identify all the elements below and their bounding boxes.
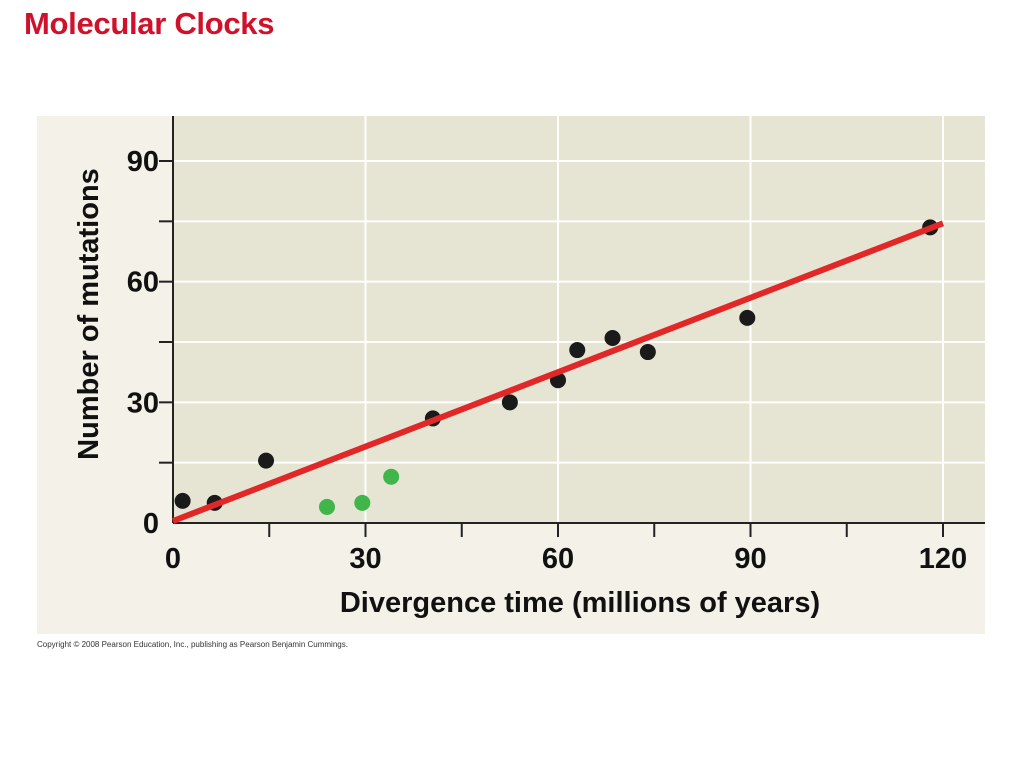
data-point: [604, 329, 621, 346]
data-point: [258, 452, 275, 469]
x-tick-label: 120: [919, 543, 967, 575]
x-tick-label: 60: [542, 543, 574, 575]
data-point: [501, 394, 518, 411]
plot-background: [173, 116, 985, 523]
y-axis-title: Number of mutations: [73, 168, 105, 460]
y-tick-label: 0: [143, 508, 159, 540]
data-point: [354, 494, 371, 511]
y-tick-label: 90: [127, 146, 159, 178]
x-tick-label: 30: [349, 543, 381, 575]
data-point: [174, 492, 191, 509]
data-point: [383, 468, 400, 485]
data-point: [569, 342, 586, 359]
x-tick-label: 90: [734, 543, 766, 575]
x-tick-label: 0: [165, 543, 181, 575]
scatter-chart: 0 30 60 90 0 30 60 90 120 Divergence time (millio…: [37, 116, 985, 634]
slide-title: Molecular Clocks: [24, 6, 275, 41]
data-point: [739, 309, 756, 326]
trend-line: [171, 220, 945, 524]
y-tick-label: 60: [127, 267, 159, 299]
copyright-notice: Copyright © 2008 Pearson Education, Inc.…: [37, 640, 348, 649]
chart-panel: 0 30 60 90 0 30 60 90 120 Divergence time (millio…: [37, 116, 985, 634]
y-tick-label: 30: [127, 387, 159, 419]
data-point: [639, 344, 656, 361]
data-point: [319, 498, 335, 515]
x-axis-title: Divergence time (millions of years): [340, 587, 820, 619]
